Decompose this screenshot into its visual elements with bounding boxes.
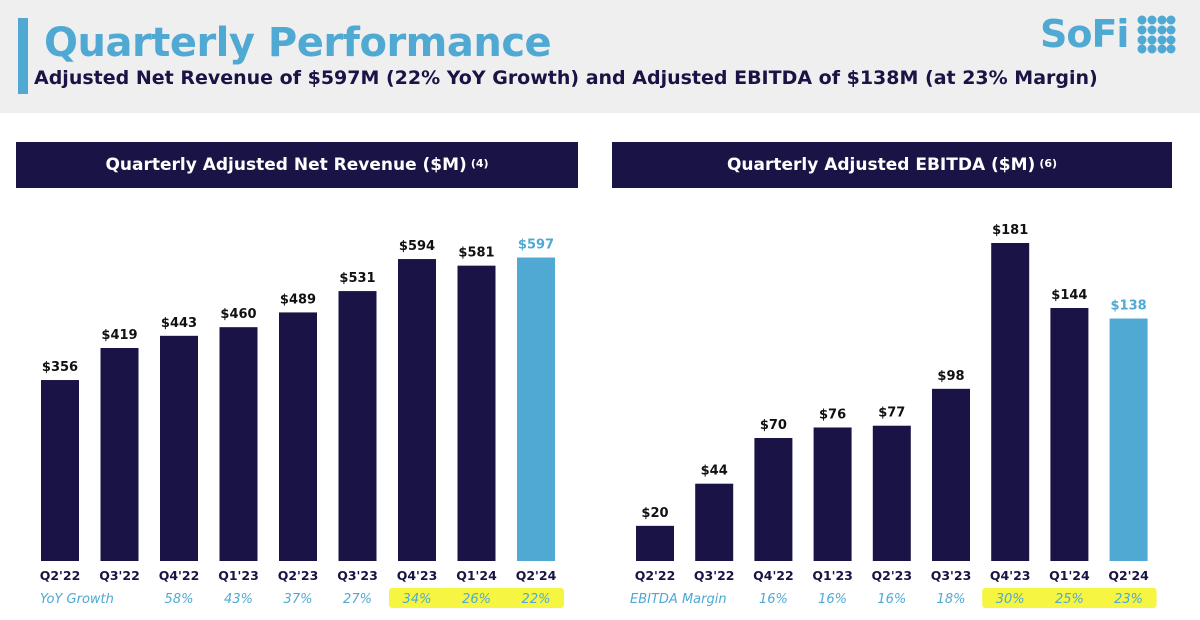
ebitda-data-label: $70 <box>760 418 787 433</box>
revenue-data-label: $581 <box>458 246 494 261</box>
ebitda-bar <box>636 525 674 561</box>
revenue-metric-value: 37% <box>284 592 313 607</box>
revenue-bar <box>398 259 436 561</box>
ebitda-chart-title-banner: Quarterly Adjusted EBITDA ($M) (6) <box>612 142 1172 188</box>
revenue-category-label: Q3'22 <box>99 568 140 583</box>
revenue-data-label: $356 <box>42 360 78 375</box>
ebitda-bar <box>813 427 852 561</box>
ebitda-category-label: Q4'22 <box>753 568 794 583</box>
ebitda-category-label: Q1'23 <box>812 568 853 583</box>
ebitda-category-label: Q3'23 <box>931 568 972 583</box>
ebitda-bar <box>1109 318 1148 561</box>
revenue-chart-title-note: (4) <box>470 156 489 170</box>
revenue-data-label: $594 <box>399 239 435 254</box>
ebitda-metric-highlight <box>982 588 1157 608</box>
ebitda-bar <box>1050 308 1089 561</box>
revenue-data-label: $597 <box>518 238 554 253</box>
title-accent-bar <box>18 18 28 94</box>
revenue-chart-title: Quarterly Adjusted Net Revenue ($M) <box>105 155 467 175</box>
ebitda-metric-value: 16% <box>818 592 847 607</box>
revenue-bar <box>279 312 317 561</box>
ebitda-data-label: $181 <box>992 223 1028 238</box>
revenue-data-label: $489 <box>280 292 316 307</box>
sofi-logo: SoFi <box>1040 10 1176 58</box>
header-band <box>0 0 1200 113</box>
ebitda-bar <box>872 425 911 561</box>
revenue-bar <box>219 327 258 561</box>
revenue-metric-value: 27% <box>343 592 372 607</box>
revenue-metric-value: 26% <box>462 592 491 607</box>
revenue-category-label: Q2'22 <box>40 568 81 583</box>
ebitda-metric-value: 16% <box>877 592 906 607</box>
page-subtitle: Adjusted Net Revenue of $597M (22% YoY G… <box>34 67 1098 89</box>
revenue-category-label: Q2'24 <box>516 568 557 583</box>
ebitda-metric-row-label: EBITDA Margin <box>630 592 727 607</box>
revenue-category-label: Q4'22 <box>159 568 200 583</box>
logo-dots-icon <box>1137 15 1176 54</box>
ebitda-data-label: $98 <box>937 369 964 384</box>
revenue-metric-highlight <box>389 588 564 608</box>
ebitda-data-label: $44 <box>701 464 728 479</box>
revenue-data-label: $419 <box>101 328 137 343</box>
ebitda-category-label: Q2'24 <box>1108 568 1149 583</box>
ebitda-bar <box>991 243 1030 561</box>
revenue-bar <box>338 291 377 561</box>
revenue-category-label: Q1'23 <box>218 568 259 583</box>
revenue-category-label: Q4'23 <box>397 568 438 583</box>
revenue-bar <box>517 257 555 561</box>
revenue-metric-value: 58% <box>165 592 194 607</box>
ebitda-metric-value: 30% <box>996 592 1025 607</box>
revenue-data-label: $531 <box>339 271 375 286</box>
logo-text: SoFi <box>1040 12 1129 56</box>
revenue-metric-value: 22% <box>522 592 551 607</box>
ebitda-category-label: Q2'23 <box>872 568 913 583</box>
revenue-category-label: Q2'23 <box>278 568 319 583</box>
ebitda-chart-title-note: (6) <box>1039 156 1058 170</box>
ebitda-bar <box>695 483 734 561</box>
ebitda-category-label: Q1'24 <box>1049 568 1090 583</box>
revenue-metric-value: 43% <box>224 592 253 607</box>
ebitda-data-label: $77 <box>878 406 905 421</box>
revenue-chart-title-banner: Quarterly Adjusted Net Revenue ($M) (4) <box>16 142 578 188</box>
ebitda-chart-title: Quarterly Adjusted EBITDA ($M) <box>726 155 1036 175</box>
ebitda-category-label: Q2'22 <box>635 568 676 583</box>
ebitda-bar <box>754 438 793 561</box>
ebitda-metric-value: 18% <box>937 592 966 607</box>
revenue-bar <box>100 348 139 561</box>
page-title: Quarterly Performance <box>44 20 552 66</box>
ebitda-metric-value: 16% <box>759 592 788 607</box>
revenue-data-label: $460 <box>220 307 256 322</box>
revenue-bar <box>160 335 198 561</box>
revenue-metric-value: 34% <box>403 592 432 607</box>
ebitda-data-label: $144 <box>1051 288 1087 303</box>
ebitda-bar <box>932 388 970 561</box>
ebitda-metric-value: 23% <box>1114 592 1143 607</box>
ebitda-data-label: $76 <box>819 407 846 422</box>
revenue-bar <box>41 380 79 561</box>
revenue-category-label: Q3'23 <box>337 568 378 583</box>
ebitda-data-label: $138 <box>1111 299 1147 314</box>
ebitda-category-label: Q4'23 <box>990 568 1031 583</box>
ebitda-category-label: Q3'22 <box>694 568 735 583</box>
ebitda-metric-value: 25% <box>1055 592 1084 607</box>
ebitda-data-label: $20 <box>641 506 668 521</box>
revenue-data-label: $443 <box>161 316 197 331</box>
revenue-bar <box>457 265 496 561</box>
revenue-metric-row-label: YoY Growth <box>40 592 114 607</box>
revenue-category-label: Q1'24 <box>456 568 497 583</box>
